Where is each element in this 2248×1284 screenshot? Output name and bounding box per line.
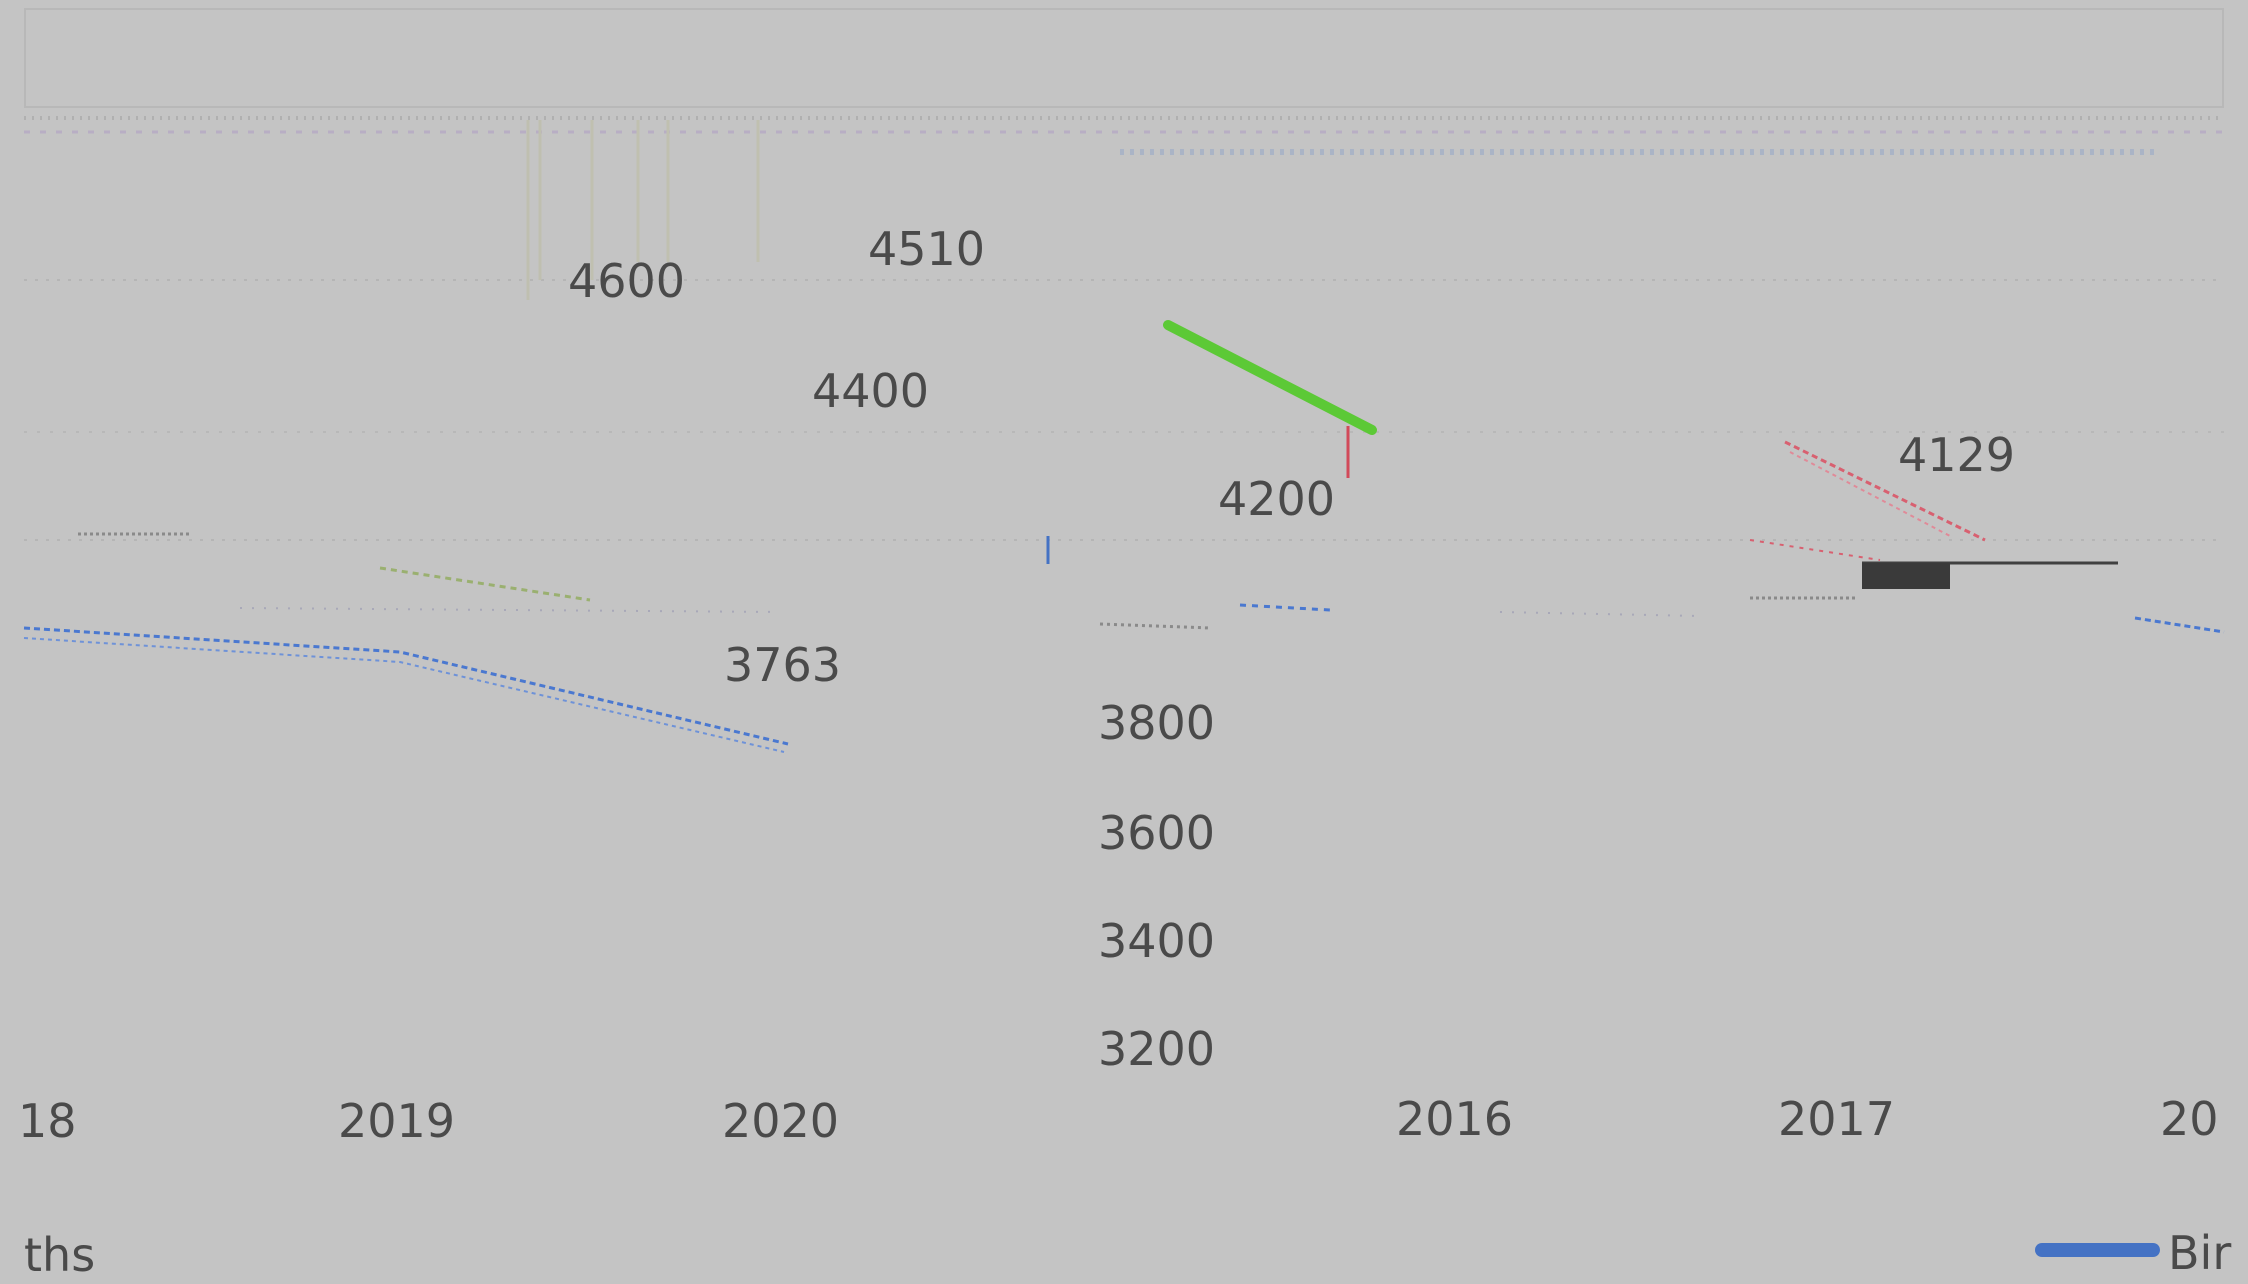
value-label: 4510 [868, 222, 986, 276]
series-segment-red [1749, 539, 1881, 561]
x-tick-label: 2017 [1778, 1092, 1896, 1146]
chart-title-area [24, 8, 2224, 108]
x-tick-label: 2019 [338, 1094, 456, 1148]
value-label: 3763 [724, 638, 842, 692]
legend-swatch [2035, 1243, 2160, 1257]
value-label: 4600 [568, 254, 686, 308]
noise-fragment [1099, 622, 1211, 630]
y-tick-label: 3600 [1098, 806, 1216, 860]
x-tick-label: 2016 [1396, 1092, 1514, 1146]
x-tick-label: 2020 [722, 1094, 840, 1148]
series-segment-olive [379, 566, 591, 602]
series-segment-blue [2134, 616, 2225, 634]
value-label: 4400 [812, 364, 930, 418]
y-tick-label: 3800 [1098, 696, 1216, 750]
noise-fragment [239, 607, 781, 613]
series-segment-blue [1239, 603, 1331, 612]
y-tick-label: 3200 [1098, 1022, 1216, 1076]
series-segment-red [1789, 451, 1951, 537]
value-label: 4129 [1898, 428, 2016, 482]
x-tick-label: 18 [18, 1094, 77, 1148]
legend-label: Bir [2168, 1226, 2232, 1280]
noise-fragment [1499, 611, 1701, 617]
series-segment-blue [23, 626, 789, 746]
value-label: 4200 [1218, 472, 1336, 526]
series-segment-green [1163, 320, 1377, 435]
series-bar-dark [1862, 563, 1950, 589]
y-tick-label: 3400 [1098, 914, 1216, 968]
axis-title-fragment: ths [24, 1228, 96, 1282]
series-segment-red [1784, 440, 1986, 542]
x-tick-label: 20 [2160, 1092, 2219, 1146]
series-segment-blue [23, 637, 785, 753]
